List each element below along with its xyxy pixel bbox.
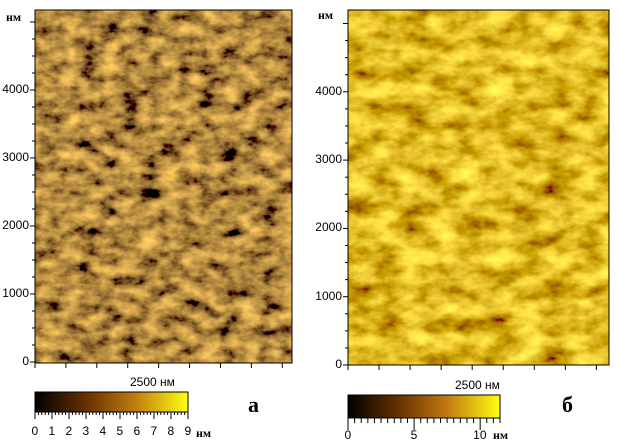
colorbar-tick-label: 4 bbox=[99, 424, 107, 438]
colorbar-tick-label: 5 bbox=[116, 424, 124, 438]
x-scale-label-a: 2500 нм bbox=[130, 375, 175, 389]
y-unit-b: нм bbox=[318, 8, 334, 22]
colorbar-b bbox=[347, 394, 501, 419]
colorbar-tick-label: 0 bbox=[31, 424, 39, 438]
y-tick-label: 4000 bbox=[2, 82, 29, 96]
colorbar-tick-label: 7 bbox=[150, 424, 158, 438]
colorbar-a bbox=[34, 391, 189, 413]
panel-label-b: б bbox=[562, 392, 573, 417]
y-tick-label: 2000 bbox=[2, 218, 29, 232]
colorbar-tick-label: 0 bbox=[344, 428, 352, 442]
colorbar-ticks bbox=[34, 412, 501, 430]
y-tick-label: 1000 bbox=[315, 288, 342, 303]
afm-image-a bbox=[34, 9, 293, 364]
y-tick-label: 1000 bbox=[2, 286, 29, 300]
colorbar-tick-label: 6 bbox=[133, 424, 141, 438]
colorbar-tick-label: 10 bbox=[473, 428, 487, 442]
colorbar-unit-a: нм bbox=[196, 426, 212, 440]
colorbar-tick-label: 9 bbox=[184, 424, 192, 438]
colorbar-tick-label: 5 bbox=[410, 428, 418, 442]
colorbar-tick-label: 2 bbox=[65, 424, 73, 438]
colorbar-tick-label: 3 bbox=[82, 424, 90, 438]
y-tick-label: 0 bbox=[335, 357, 342, 371]
y-tick-label: 0 bbox=[22, 354, 29, 368]
y-tick-label: 2000 bbox=[315, 220, 342, 235]
axes-ticks bbox=[30, 21, 597, 370]
colorbar-tick-label: 1 bbox=[48, 424, 56, 438]
y-tick-label: 3000 bbox=[2, 150, 29, 164]
panel-label-a: а bbox=[248, 392, 259, 417]
y-tick-label: 3000 bbox=[315, 152, 342, 167]
y-unit-a: нм bbox=[6, 10, 22, 24]
x-scale-label-b: 2500 нм bbox=[455, 378, 500, 392]
y-tick-label: 4000 bbox=[315, 83, 342, 98]
colorbar-unit-b: нм bbox=[493, 428, 509, 442]
afm-image-b bbox=[347, 9, 610, 366]
colorbar-tick-label: 8 bbox=[167, 424, 175, 438]
